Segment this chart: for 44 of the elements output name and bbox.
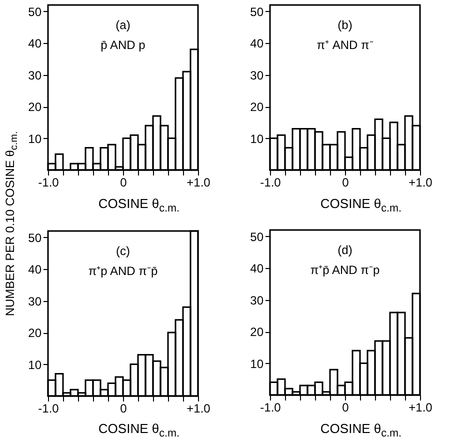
y-tick-label: 20: [250, 325, 264, 340]
y-tick-label: 30: [28, 294, 42, 308]
y-tick-label: 10: [250, 356, 264, 371]
x-tick-label: -1.0: [260, 400, 282, 414]
x-axis-title: COSINE θ$_{c.m.}$: [97, 421, 181, 440]
annotation: (d): [338, 243, 352, 257]
x-tick-label: -1.0: [260, 176, 282, 190]
y-tick-label: 30: [250, 68, 264, 82]
y-tick-label: 30: [250, 293, 264, 308]
y-tick-label: 50: [28, 230, 42, 245]
x-tick-label: +1.0: [186, 402, 211, 416]
y-tick-label: 40: [28, 36, 42, 51]
y-tick-label: 50: [250, 4, 264, 19]
annotation: p̄ AND p: [100, 38, 146, 52]
x-tick-label: -1.0: [38, 176, 60, 190]
x-axis-title: COSINE θ$_{c.m.}$: [97, 196, 181, 215]
x-tick-label: 0: [342, 400, 350, 414]
x-tick-label: +1.0: [408, 176, 433, 190]
y-tick-label: 40: [250, 36, 264, 51]
y-tick-label: 20: [28, 326, 42, 340]
x-tick-label: 0: [342, 176, 350, 190]
annotation: π⁺ AND π⁻: [316, 38, 374, 52]
y-tick-label: 50: [250, 230, 264, 244]
annotation: (c): [116, 244, 130, 258]
y-tick-label: 40: [250, 262, 264, 276]
y-tick-label: 50: [28, 4, 42, 19]
x-axis-title: COSINE θ$_{c.m.}$: [319, 421, 403, 440]
y-tick-label: 30: [28, 68, 42, 82]
x-tick-label: 0: [120, 176, 128, 190]
x-tick-label: 0: [120, 402, 128, 416]
y-tick-label: 10: [250, 132, 264, 146]
annotation: π⁺p̄ AND π⁻p: [310, 263, 380, 277]
x-tick-label: +1.0: [408, 400, 433, 414]
y-tick-label: 40: [28, 262, 42, 277]
y-tick-label: 20: [28, 100, 42, 114]
annotation: π⁺p AND π⁻p̄: [88, 264, 158, 278]
y-tick-label: 20: [250, 100, 264, 114]
x-axis-title: COSINE θ$_{c.m.}$: [319, 196, 403, 215]
annotation: (a): [116, 18, 130, 32]
annotation: (b): [338, 18, 352, 32]
y-tick-label: 10: [28, 132, 42, 146]
x-tick-label: +1.0: [186, 176, 211, 190]
y-tick-label: 10: [28, 358, 42, 372]
x-tick-label: -1.0: [38, 402, 60, 416]
